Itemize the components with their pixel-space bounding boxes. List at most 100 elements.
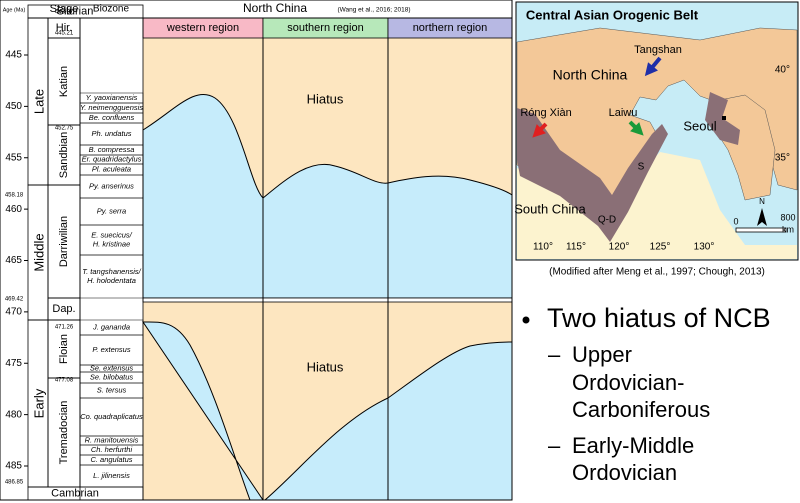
arrow-head	[630, 122, 644, 136]
hiatus-label: Hiatus	[307, 91, 344, 106]
biozone: Py. anserinus	[89, 181, 134, 190]
region-label: western region	[166, 22, 239, 34]
map-label: Laiwu	[609, 107, 638, 119]
region-label: northern region	[413, 22, 488, 34]
sub-bullet: Upper	[572, 342, 632, 367]
biozone: Py. serra	[97, 206, 126, 215]
bullet-dot	[522, 316, 530, 324]
region-label: southern region	[287, 22, 363, 34]
south-china	[517, 152, 797, 259]
boundary-age: 458.18	[5, 193, 24, 199]
vertical-label: Darriwilian	[58, 216, 70, 267]
header: Biozone	[93, 4, 130, 15]
vertical-label: Katian	[58, 66, 70, 97]
hiatus-label: Hiatus	[307, 359, 344, 374]
biozone: C. angulatus	[90, 455, 132, 464]
biozone: E. suecicus/	[91, 230, 132, 239]
map-label: S	[638, 162, 645, 173]
upper-basin	[142, 93, 513, 299]
biozone: Er. quadridactylus	[82, 154, 142, 163]
scale-label: km	[782, 224, 794, 234]
bullet: Two hiatus of NCB	[547, 303, 771, 333]
stage-label: Dap.	[52, 303, 75, 315]
scale-bar	[735, 227, 787, 233]
biozone: Ch. herfurthi	[91, 445, 133, 454]
scale-label: 800	[780, 212, 795, 222]
sub-bullet: Ordovician-	[572, 370, 684, 395]
sub-bullet-dash: –	[548, 433, 561, 458]
vertical-label: Early	[31, 388, 46, 418]
lat-label: 35°	[775, 153, 790, 164]
biozone: Se. bilobatus	[90, 372, 134, 381]
age-tick-label: 485	[5, 461, 22, 472]
biozone: L. jilinensis	[93, 471, 130, 480]
map-label: Central Asian Orogenic Belt	[526, 7, 699, 22]
sub-bullet: Carboniferous	[572, 397, 710, 422]
boundary-age: 471.26	[55, 325, 74, 331]
vertical-label: Middle	[31, 233, 46, 271]
lon-label: 115°	[566, 242, 586, 253]
age-tick-label: 455	[5, 152, 22, 163]
biozone: H. holodentata	[87, 276, 136, 285]
biozone: T. tangshanensis/	[82, 267, 141, 276]
age-tick-label: 450	[5, 101, 22, 112]
lon-label: 110°	[533, 242, 553, 253]
stage-label: Cambrian	[51, 487, 99, 499]
map-label: South China	[514, 201, 586, 216]
vertical-label: Sandbian	[58, 132, 70, 179]
age-tick-label: 465	[5, 255, 22, 266]
arrow-head	[644, 62, 658, 77]
sub-bullet-dash: –	[548, 342, 561, 367]
caption: (Modified after Meng et al., 1997; Choug…	[549, 267, 765, 278]
boundary-age: 469.42	[5, 297, 24, 303]
biozone: H. kristinae	[93, 239, 131, 248]
lat-label: 40°	[775, 65, 790, 76]
biozone: Pl. aculeata	[92, 164, 131, 173]
biozone: Ph. undatus	[91, 129, 131, 138]
map-label: Q-D	[598, 215, 616, 226]
arrow-head	[532, 124, 546, 138]
boundary-age: 443.07	[55, 10, 74, 16]
biozone: Y. neimengguensis	[80, 103, 143, 112]
biozone-cell	[79, 254, 144, 299]
seoul-dot	[722, 116, 726, 120]
boundary-age: 452.75	[55, 126, 74, 132]
biozone: P. extensus	[92, 345, 130, 354]
map-label: Tangshan	[634, 44, 682, 56]
age-title: Age (Ma)	[3, 7, 26, 13]
age-tick-label: 475	[5, 358, 22, 369]
frame	[0, 0, 513, 501]
vertical-label: Tremadocian	[58, 401, 70, 465]
lon-label: 120°	[609, 242, 630, 253]
lon-label: 125°	[650, 242, 671, 253]
north-arrow	[757, 208, 767, 226]
map-label: Seoul	[683, 118, 716, 133]
lower-basin	[142, 321, 513, 501]
age-tick-label: 480	[5, 409, 22, 420]
separator	[142, 297, 513, 303]
header: Stage	[50, 3, 79, 15]
biozone-column	[79, 17, 144, 501]
boundary-age: 445.21	[55, 31, 74, 37]
citation: (Wang et al., 2016; 2018)	[337, 7, 410, 14]
vertical-label: Late	[31, 89, 46, 114]
age-tick-label: 460	[5, 204, 22, 215]
biozone-cell	[79, 464, 144, 488]
header-title: North China	[243, 1, 307, 15]
map-label: Róng Xiàn	[520, 107, 571, 119]
north-label: N	[759, 197, 765, 206]
lon-label: 130°	[694, 242, 715, 253]
biozone: B. compressa	[89, 145, 135, 154]
scale-label: 0	[733, 216, 738, 226]
boundary-age: 477.08	[55, 378, 74, 384]
biozone: Co. quadraplicatus	[80, 412, 143, 421]
biozone: R. manitouensis	[85, 435, 139, 444]
sub-bullet: Ordovician	[572, 460, 677, 485]
stage-label: Hir.	[56, 22, 73, 34]
biozone: J. gananda	[92, 322, 130, 331]
sub-bullet: Early-Middle	[572, 433, 694, 458]
biozone: Y. yaoxianensis	[86, 93, 138, 102]
biozone: Se. extensus	[90, 363, 134, 372]
biozone: Be. confluens	[89, 113, 135, 122]
